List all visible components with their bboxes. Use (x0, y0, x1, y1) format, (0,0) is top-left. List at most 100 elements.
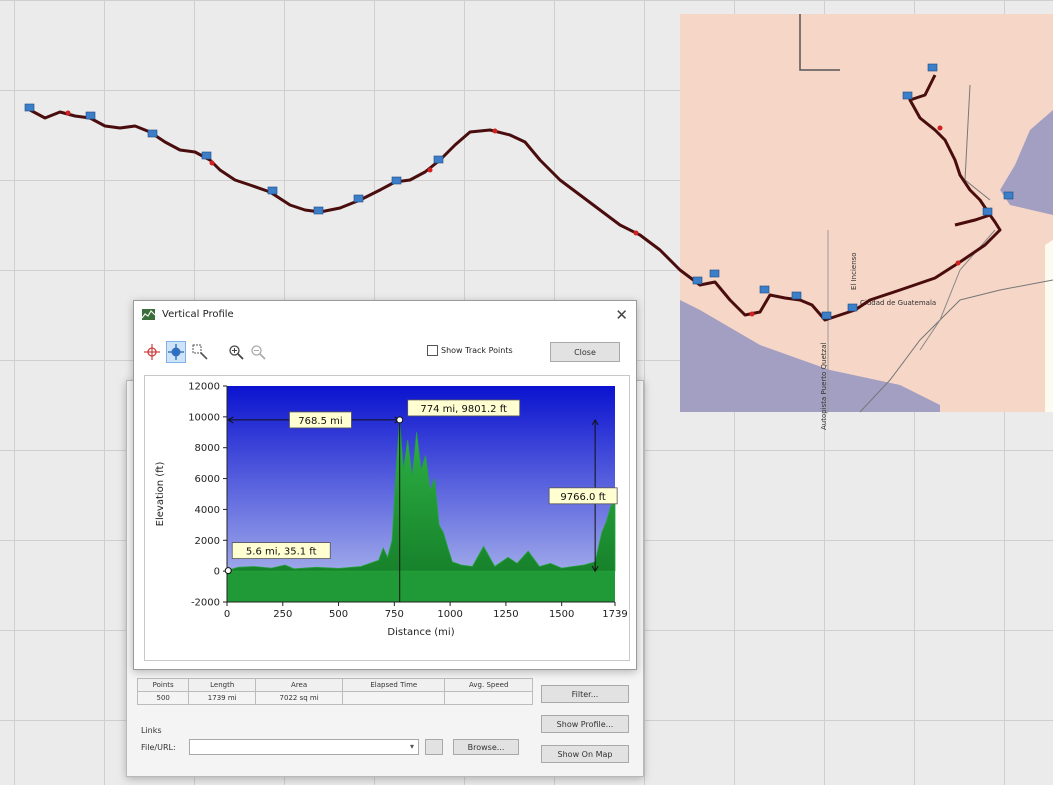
border-line (799, 14, 840, 71)
waypoint-flag-icon[interactable] (267, 186, 278, 195)
height-label: 9766.0 ft (560, 492, 606, 503)
waypoint-flag-icon[interactable] (391, 176, 402, 185)
zoom-select-tool[interactable] (190, 341, 210, 363)
waypoint-flag-icon[interactable] (1003, 191, 1014, 200)
start-label-box (231, 542, 331, 560)
y-axis-title: Elevation (ft) (155, 462, 166, 527)
filter-button[interactable]: Filter... (541, 685, 629, 703)
waypoint-flag-icon[interactable] (902, 91, 913, 100)
browse-button[interactable]: Browse... (453, 739, 519, 755)
waypoint-flag-icon[interactable] (692, 276, 703, 285)
direction-arrow-icon (749, 311, 755, 317)
val-elapsed-time (342, 691, 446, 705)
move-icon (168, 344, 184, 360)
y-tick-label: 6000 (195, 474, 220, 485)
track-stats-table: Points Length Area Elapsed Time Avg. Spe… (136, 678, 533, 705)
start-label: 5.6 mi, 35.1 ft (246, 547, 317, 558)
chevron-down-icon[interactable]: ▾ (409, 742, 414, 751)
peak-marker (396, 416, 404, 424)
col-length: Length (188, 678, 257, 692)
zoom-out-tool[interactable] (248, 341, 268, 363)
zoom-in-tool[interactable] (226, 341, 246, 363)
direction-arrow-icon (492, 128, 498, 134)
peak-label-box (407, 399, 521, 417)
val-length: 1739 mi (188, 691, 257, 705)
ground-band (227, 571, 615, 602)
elevation-area (226, 419, 616, 572)
caribbean-water (1000, 110, 1053, 215)
waypoint-flag-icon[interactable] (759, 285, 770, 294)
pacific-water (680, 300, 940, 412)
show-track-points-toggle[interactable]: Show Track Points (427, 345, 513, 356)
move-tool[interactable] (166, 341, 186, 363)
val-avg-speed (444, 691, 533, 705)
span-label: 768.5 mi (298, 416, 342, 427)
town-label: Ciudad de Guatemala (860, 299, 936, 307)
waypoint-flag-icon[interactable] (353, 194, 364, 203)
direction-arrow-icon (633, 230, 639, 236)
col-points: Points (136, 678, 190, 692)
window-title: Vertical Profile (162, 309, 234, 320)
x-tick-label: 250 (273, 609, 292, 620)
y-tick-label: 0 (214, 567, 220, 578)
x-tick-label: 1739 (602, 609, 627, 620)
waypoint-flag-icon[interactable] (24, 103, 35, 112)
waypoint-flag-icon[interactable] (982, 207, 993, 216)
direction-arrow-icon (955, 260, 961, 266)
profile-toolbar: Show Track Points Close (142, 341, 628, 365)
crosshair-tool[interactable] (142, 341, 162, 363)
x-tick-label: 1500 (549, 609, 574, 620)
height-arrow-bottom (591, 565, 599, 573)
close-icon[interactable]: ✕ (615, 306, 628, 324)
x-tick-label: 750 (385, 609, 404, 620)
y-tick-label: 4000 (195, 505, 220, 516)
show-on-map-button[interactable]: Show On Map (541, 745, 629, 763)
height-arrow-top (591, 418, 599, 426)
y-tick-label: 12000 (188, 382, 220, 393)
height-label-box (548, 487, 618, 505)
waypoint-flag-icon[interactable] (201, 151, 212, 160)
show-track-points-checkbox[interactable] (427, 345, 438, 356)
waypoint-flag-icon[interactable] (927, 63, 938, 72)
show-profile-button[interactable]: Show Profile... (541, 715, 629, 733)
waypoint-flag-icon[interactable] (313, 206, 324, 215)
col-area: Area (255, 678, 344, 692)
waypoint-flag-icon[interactable] (821, 311, 832, 320)
road-label: Autopista Puerto Quetzal (820, 343, 828, 430)
val-area: 7022 sq mi (255, 691, 344, 705)
span-arrow-left (227, 416, 234, 424)
zoom-select-icon (192, 344, 208, 360)
waypoint-flag-icon[interactable] (85, 111, 96, 120)
inland-patch (1045, 240, 1053, 412)
title-bar[interactable]: Vertical Profile ✕ (134, 301, 636, 331)
file-url-label: File/URL: (141, 743, 176, 752)
y-tick-label: 10000 (188, 412, 220, 423)
waypoint-flag-icon[interactable] (433, 155, 444, 164)
small-disabled-button[interactable] (425, 739, 443, 755)
vertical-profile-window: Vertical Profile ✕ (133, 300, 637, 670)
elevation-chart[interactable]: -2000 0 2000 4000 6000 8000 10000 12000 0 250 500 7… (145, 376, 629, 660)
waypoint-flag-icon[interactable] (709, 269, 720, 278)
y-tick-label: 2000 (195, 536, 220, 547)
x-tick-label: 0 (224, 609, 230, 620)
x-tick-label: 500 (329, 609, 348, 620)
direction-arrow-icon (65, 110, 71, 116)
y-tick-label: -2000 (191, 598, 220, 609)
x-tick-label: 1250 (493, 609, 518, 620)
col-avg-speed: Avg. Speed (444, 678, 533, 692)
waypoint-flag-icon[interactable] (147, 129, 158, 138)
peak-label: 774 mi, 9801.2 ft (420, 404, 507, 415)
zoom-in-icon (229, 345, 244, 360)
links-label: Links (141, 726, 162, 735)
elevation-chart-panel: -2000 0 2000 4000 6000 8000 10000 12000 0 250 500 7… (144, 375, 630, 661)
road-label: El Incienso (850, 252, 858, 290)
profile-app-icon (142, 309, 155, 320)
x-axis-title: Distance (mi) (387, 627, 454, 638)
waypoint-flag-icon[interactable] (847, 303, 858, 312)
val-points: 500 (136, 691, 190, 705)
waypoint-flag-icon[interactable] (791, 291, 802, 300)
show-track-points-label: Show Track Points (441, 346, 513, 355)
file-url-input[interactable]: ▾ (189, 739, 419, 755)
close-button[interactable]: Close (550, 342, 620, 362)
